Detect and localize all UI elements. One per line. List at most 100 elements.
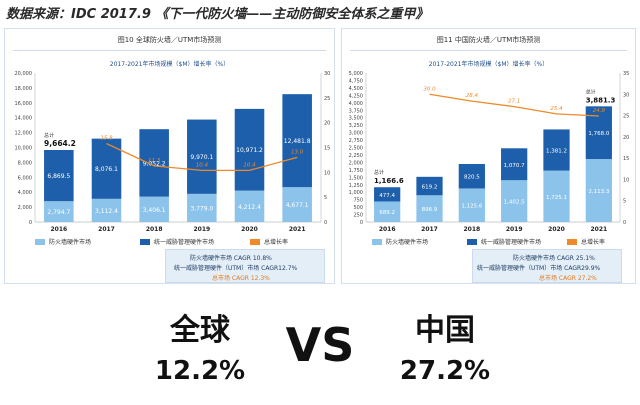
total-caption: 总计 <box>374 169 384 176</box>
bar-utm <box>139 129 169 197</box>
data-label-firewall: 2,794.7 <box>47 209 70 216</box>
y-tick-label: 1,000 <box>349 190 363 196</box>
data-label-utm: 1,768.0 <box>588 131 609 137</box>
data-label-firewall: 1,725.1 <box>546 195 567 201</box>
y-tick-label: 3,000 <box>349 131 363 137</box>
y-tick-label: 250 <box>353 213 363 219</box>
bar-firewall <box>501 180 528 222</box>
y-tick-label: 10,000 <box>15 146 33 152</box>
data-label-firewall: 896.9 <box>422 207 438 213</box>
y-tick-label: 18,000 <box>15 86 33 92</box>
x-tick-label: 2017 <box>421 226 438 233</box>
data-label-utm: 9,970.1 <box>190 154 213 161</box>
global-chart-title: 图10 全球防火墙／UTM市场预测 <box>117 36 222 44</box>
data-label-firewall: 2,113.3 <box>588 189 609 195</box>
x-tick-label: 2020 <box>548 226 565 233</box>
data-label-utm: 10,971.2 <box>236 147 263 154</box>
y-tick-label: 2,000 <box>18 205 32 211</box>
y2-tick-label: 20 <box>324 121 330 127</box>
growth-line <box>106 142 298 171</box>
data-label-utm: 619.2 <box>422 185 438 191</box>
legend-growth: 总增长率 <box>567 237 605 246</box>
global-cagr-box: 防火墙硬件市场 CAGR 10.8% 统一威胁管理硬件（UTM）市场 CAGR1… <box>165 249 325 283</box>
data-label-utm: 8,076.1 <box>95 166 118 173</box>
x-tick-label: 2020 <box>241 226 258 233</box>
bar-firewall <box>458 188 485 222</box>
y-tick-label: 4,500 <box>349 86 363 92</box>
bar-firewall <box>282 187 312 222</box>
y-tick-label: 5,000 <box>349 71 363 77</box>
global-cagr-value: 12.2% <box>154 356 246 386</box>
bar-firewall <box>585 159 612 222</box>
bar-firewall <box>44 201 74 222</box>
y-tick-label: 4,000 <box>18 190 32 196</box>
growth-label: 27.1 <box>508 99 520 105</box>
y-tick-label: 3,250 <box>349 123 363 129</box>
china-chart-subtitle: 2017-2021年市场规模（$M）增长率（%） <box>428 61 549 68</box>
y2-tick-label: 10 <box>324 170 330 176</box>
growth-label: 10.4 <box>243 162 256 168</box>
total-caption: 总计 <box>586 88 596 95</box>
y2-tick-label: 0 <box>623 220 626 226</box>
bar-firewall <box>416 195 443 222</box>
growth-label: 25.4 <box>550 106 563 112</box>
y2-tick-label: 30 <box>623 92 629 98</box>
total-value: 3,881.3 <box>586 96 616 104</box>
cagr-utm: 统一威胁管理硬件（UTM）市场 CAGR29.9% <box>477 265 601 272</box>
legend-utm: 统一威胁管理硬件市场 <box>467 237 541 246</box>
bar-firewall <box>187 193 217 222</box>
data-label-utm: 12,481.8 <box>284 138 311 145</box>
bar-utm <box>501 148 528 181</box>
global-legend: 防火墙硬件市场 统一威胁管理硬件市场 总增长率 <box>5 237 334 247</box>
total-value: 1,166.6 <box>374 177 404 185</box>
bar-utm <box>543 129 570 171</box>
y2-tick-label: 30 <box>324 71 330 77</box>
y-tick-label: 2,250 <box>349 153 363 159</box>
growth-label: 30.0 <box>423 86 436 92</box>
china-cagr-box: 防火墙硬件市场 CAGR 25.1% 统一威胁管理硬件（UTM）市场 CAGR2… <box>472 249 622 283</box>
china-chart-title: 图11 中国防火墙／UTM市场预测 <box>436 36 541 44</box>
data-label-utm: 477.4 <box>379 193 395 199</box>
bar-firewall <box>91 198 122 222</box>
y-tick-label: 2,000 <box>349 160 363 166</box>
data-label-firewall: 1,125.6 <box>461 204 482 210</box>
y-tick-label: 4,750 <box>349 78 363 84</box>
y2-tick-label: 25 <box>623 114 629 120</box>
data-label-utm: 6,869.5 <box>47 173 70 180</box>
y2-tick-label: 15 <box>324 146 330 152</box>
data-label-firewall: 1,402.5 <box>504 200 525 206</box>
x-tick-label: 2019 <box>193 226 210 233</box>
total-caption: 总计 <box>44 132 54 139</box>
bar-firewall <box>543 170 570 222</box>
x-tick-label: 2017 <box>98 226 115 233</box>
growth-label: 10.4 <box>196 162 209 168</box>
y-tick-label: 2,750 <box>349 138 363 144</box>
data-label-firewall: 689.2 <box>379 210 395 216</box>
growth-label: 11.3 <box>148 158 161 164</box>
title-divider <box>350 50 627 51</box>
bar-firewall <box>139 196 169 222</box>
data-label-firewall: 3,779.0 <box>190 205 213 212</box>
y-tick-label: 0 <box>360 220 363 226</box>
data-label-utm: 1,381.2 <box>546 149 567 155</box>
global-chart-plot: 0 2,000 4,000 6,000 8,000 10,000 12,000 14,000 1… <box>15 71 331 233</box>
data-label-firewall: 4,212.4 <box>238 204 261 211</box>
cagr-firewall: 防火墙硬件市场 CAGR 25.1% <box>513 255 595 262</box>
y-tick-label: 1,750 <box>349 168 363 174</box>
y-tick-label: 12,000 <box>15 131 33 137</box>
bar-utm <box>44 150 74 202</box>
data-label-utm: 9,052.2 <box>143 160 166 167</box>
legend-growth: 总增长率 <box>250 237 288 246</box>
cagr-firewall: 防火墙硬件市场 CAGR 10.8% <box>190 255 272 262</box>
vs-text: VS <box>285 318 355 372</box>
bar-utm <box>458 164 485 189</box>
growth-label: 28.4 <box>466 93 479 99</box>
y-tick-label: 3,750 <box>349 108 363 114</box>
growth-label: 13.0 <box>291 149 304 155</box>
y-tick-label: 6,000 <box>18 175 32 181</box>
legend-firewall: 防火墙硬件市场 <box>372 237 428 246</box>
y-tick-label: 500 <box>353 205 363 211</box>
y-tick-label: 20,000 <box>15 71 33 77</box>
bar-utm <box>416 176 443 196</box>
y-tick-label: 1,500 <box>349 175 363 181</box>
